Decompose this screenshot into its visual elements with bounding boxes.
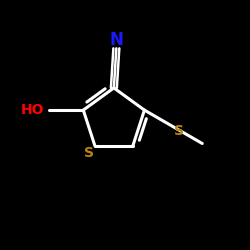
Text: S: S [84, 146, 94, 160]
Text: N: N [110, 31, 123, 49]
Text: S: S [174, 124, 184, 138]
Text: HO: HO [20, 103, 44, 117]
